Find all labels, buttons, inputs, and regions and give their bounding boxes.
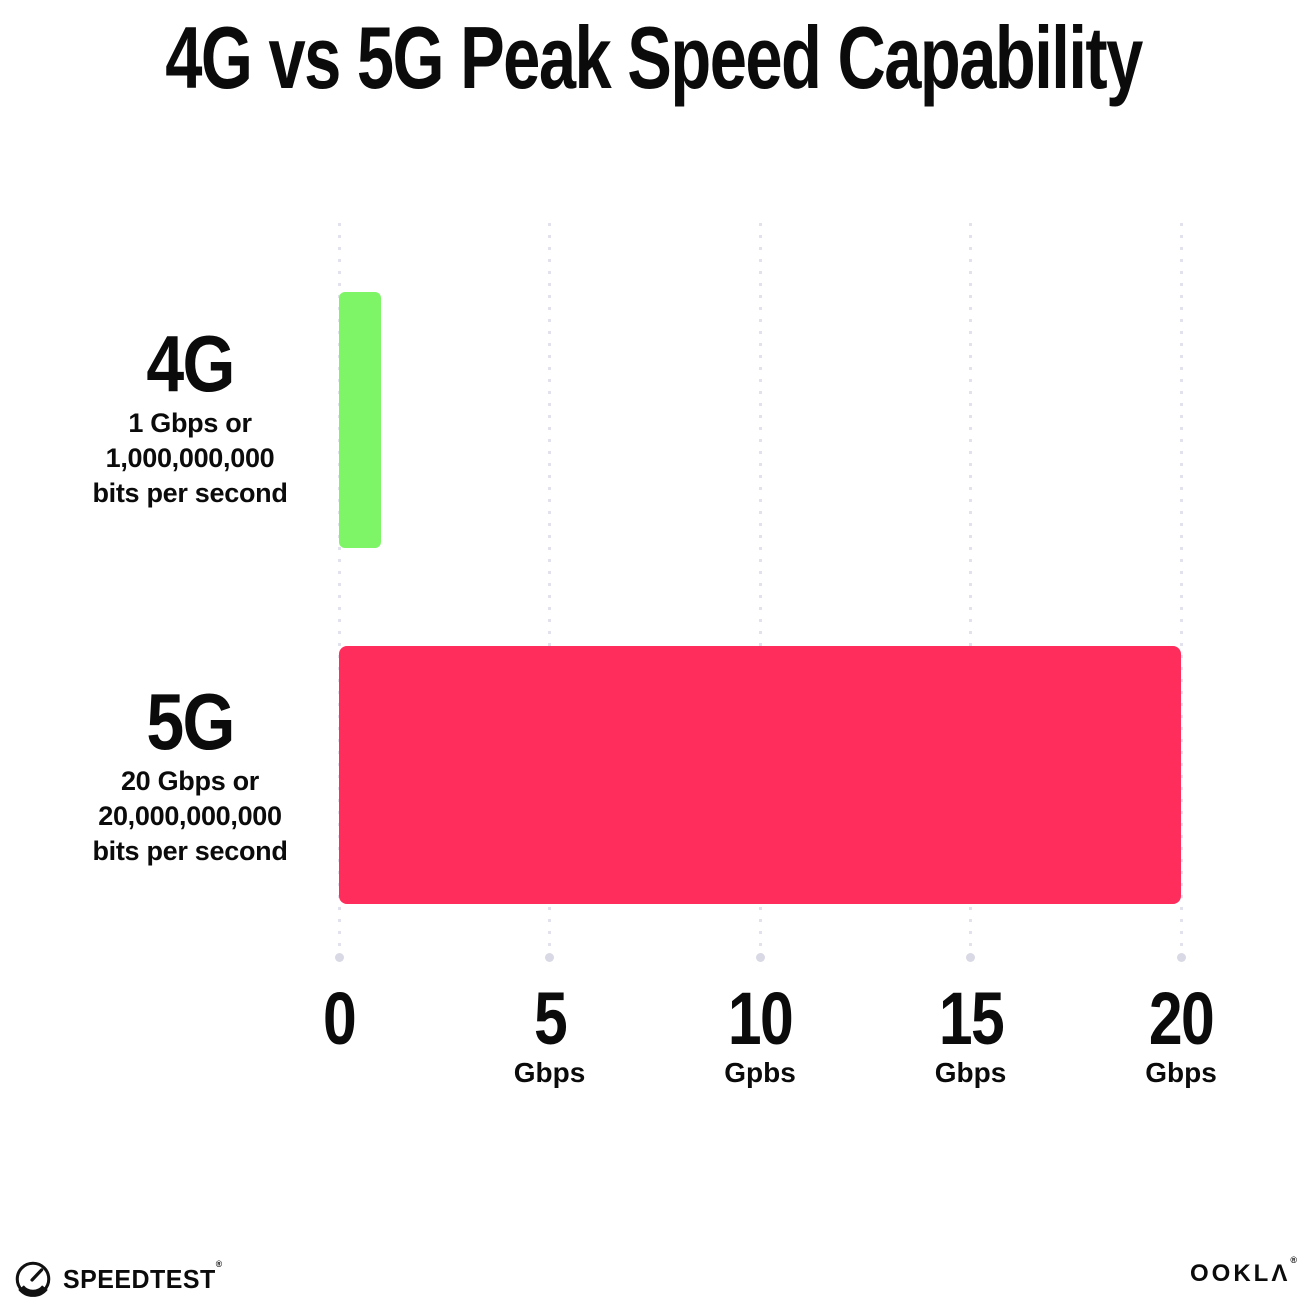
chart-title: 4G vs 5G Peak Speed Capability bbox=[165, 8, 1144, 107]
x-tick-label-20: 20 bbox=[1148, 977, 1215, 1060]
x-tick-unit-20: Gbps bbox=[1145, 1057, 1217, 1088]
category-label-4g: 4G bbox=[146, 319, 235, 408]
x-tick-unit-15: Gbps bbox=[934, 1057, 1007, 1088]
x-tick-label-5: 5 bbox=[533, 977, 567, 1060]
gridline-end-dot bbox=[545, 953, 554, 962]
gridline-end-dot bbox=[755, 953, 765, 962]
x-tick-label-15: 15 bbox=[938, 977, 1004, 1060]
bar-4g bbox=[339, 292, 382, 548]
gridline-10 bbox=[755, 223, 765, 962]
ookla-wordmark: OOKLΛ® bbox=[1190, 1255, 1300, 1287]
gridline-end-dot bbox=[966, 953, 975, 962]
gridline-20 bbox=[1176, 223, 1186, 962]
gridline-15 bbox=[966, 223, 975, 962]
gridline-5 bbox=[545, 223, 554, 962]
gridline-end-dot bbox=[334, 953, 344, 962]
ookla-trademark: ® bbox=[1290, 1255, 1300, 1265]
gridline-end-dot bbox=[1176, 953, 1186, 962]
row-label-5g: 5G 20 Gbps or 20,000,000,000 bits per secon… bbox=[35, 680, 345, 869]
category-sublabel-line: 20,000,000,000 bbox=[98, 801, 282, 831]
gridline-0 bbox=[334, 223, 344, 962]
category-sublabel-line: bits per second bbox=[92, 478, 288, 508]
speedtest-gauge-icon bbox=[12, 1258, 54, 1300]
category-label-5g: 5G bbox=[146, 677, 235, 766]
x-tick-label-10: 10 bbox=[727, 977, 794, 1060]
x-tick-label-0: 0 bbox=[322, 977, 357, 1060]
x-tick-unit-5: Gbps bbox=[513, 1057, 586, 1088]
ookla-logo: OOKLΛ® bbox=[1190, 1255, 1300, 1287]
speedtest-wordmark: SPEEDTEST® bbox=[63, 1259, 223, 1294]
category-sublabel-line: bits per second bbox=[92, 836, 288, 866]
x-tick-unit-10: Gpbs bbox=[724, 1057, 796, 1088]
row-label-4g: 4G 1 Gbps or 1,000,000,000 bits per second bbox=[35, 322, 345, 511]
category-sublabel-line: 1 Gbps or bbox=[128, 408, 252, 438]
category-sublabel-line: 20 Gbps or bbox=[120, 766, 260, 796]
bar-5g bbox=[339, 646, 1181, 904]
speedtest-trademark: ® bbox=[215, 1259, 223, 1269]
speedtest-logo: SPEEDTEST® bbox=[12, 1258, 229, 1300]
category-sublabel-line: 1,000,000,000 bbox=[105, 443, 275, 473]
